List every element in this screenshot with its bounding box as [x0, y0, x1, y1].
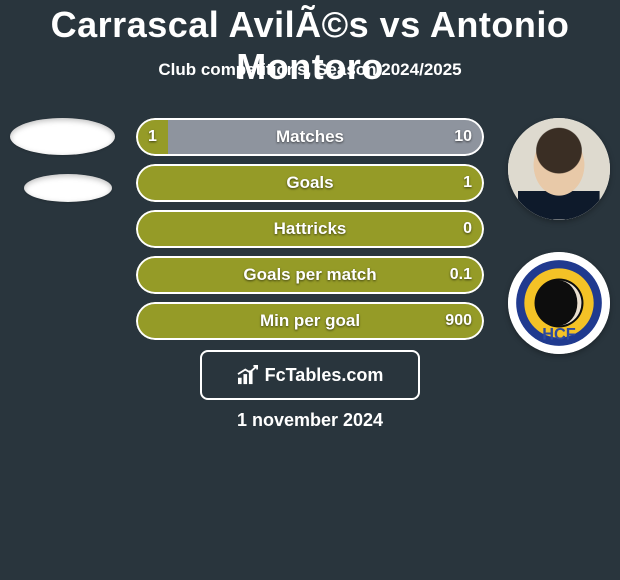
crest-letters: HCF — [542, 326, 576, 344]
bars-growth-icon — [237, 365, 259, 385]
left-player-placeholder-2 — [10, 174, 112, 202]
stat-bar: 900Min per goal — [136, 302, 484, 340]
comparison-card: Carrascal AvilÃ©s vs Antonio Montoro Clu… — [0, 0, 620, 580]
page-subtitle: Club competitions, Season 2024/2025 — [0, 60, 620, 80]
stat-bar: 110Matches — [136, 118, 484, 156]
left-player-placeholder-1 — [10, 118, 115, 155]
stat-bar: 0.1Goals per match — [136, 256, 484, 294]
stat-bar: 0Hattricks — [136, 210, 484, 248]
stat-bars: 110Matches 1Goals 0Hattricks 0.1Goals per m… — [136, 118, 484, 348]
right-player-photo — [508, 118, 610, 220]
ellipse-icon — [24, 174, 112, 202]
right-player-crest: HCF — [508, 252, 610, 354]
player-photo-icon — [508, 118, 610, 220]
watermark: FcTables.com — [200, 350, 420, 400]
stat-bar: 1Goals — [136, 164, 484, 202]
watermark-text: FcTables.com — [265, 365, 384, 386]
ellipse-icon — [10, 118, 115, 155]
footer-date: 1 november 2024 — [0, 410, 620, 431]
club-crest-icon: HCF — [508, 252, 610, 354]
